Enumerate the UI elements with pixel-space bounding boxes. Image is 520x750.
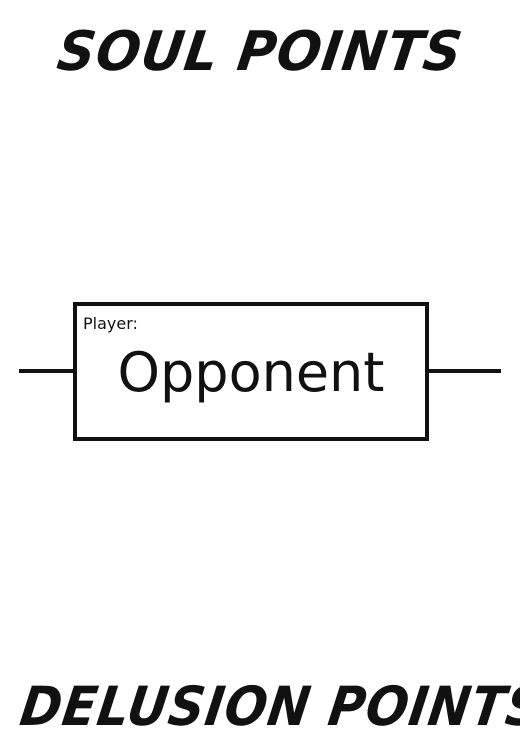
left-connector-line [19, 369, 75, 373]
player-label: Player: [83, 314, 138, 333]
player-name: Opponent [117, 341, 385, 404]
right-connector-line [425, 369, 501, 373]
soul-points-title: SOUL POINTS [53, 20, 467, 84]
player-box: Player: Opponent [73, 302, 429, 441]
delusion-points-title: DELUSION POINTS [16, 675, 520, 738]
